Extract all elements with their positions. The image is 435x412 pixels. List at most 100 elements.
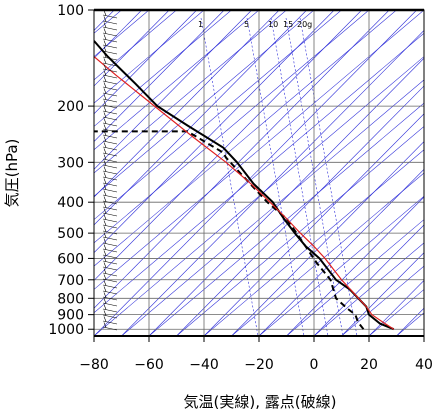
adiabat-line <box>313 242 424 336</box>
wind-barb <box>102 310 118 319</box>
wind-barb <box>102 280 118 289</box>
isotherm-line <box>94 10 335 254</box>
wind-barb <box>102 88 118 97</box>
grid <box>94 10 424 336</box>
isotherm-line <box>231 141 424 336</box>
mixing-ratio-label: 1 <box>198 20 203 29</box>
y-tick-label: 100 <box>57 3 84 19</box>
adiabat-line <box>423 335 424 336</box>
wind-barb <box>102 10 118 19</box>
isotherm-line <box>94 10 197 115</box>
mixing-ratio-line <box>285 17 344 336</box>
adiabat-line <box>94 10 232 127</box>
adiabat-line <box>148 102 424 336</box>
wind-barb <box>102 274 118 283</box>
x-axis-ticks: −80 −60 −40 −20 0 20 40 <box>79 336 433 373</box>
x-tick-label: −60 <box>134 357 164 373</box>
wind-barb <box>102 70 118 79</box>
adiabat-line <box>94 10 424 290</box>
y-tick-label: 300 <box>57 155 84 171</box>
dewpoint-line <box>94 130 365 330</box>
adiabat-line <box>94 10 177 81</box>
y-tick-label: 200 <box>57 99 84 115</box>
wind-barb <box>102 268 118 277</box>
wind-barbs <box>102 10 118 331</box>
wind-barb <box>102 52 118 61</box>
adiabat-line <box>94 10 315 197</box>
y-tick-label: 800 <box>57 291 84 307</box>
isotherm-line <box>313 224 424 336</box>
y-tick-label: 500 <box>57 226 84 242</box>
plot-area <box>94 10 424 336</box>
y-tick-label: 600 <box>57 251 84 267</box>
isotherm-line <box>203 113 424 336</box>
mixing-ratio-labels: 1 5 10 15 20g <box>198 20 312 29</box>
isotherm-line <box>148 57 424 336</box>
mixing-ratio-line <box>270 17 329 336</box>
wind-barb <box>102 232 118 241</box>
mixing-ratio-line <box>299 17 358 336</box>
x-tick-label: 0 <box>310 357 319 373</box>
mixing-ratio-line <box>246 17 305 336</box>
wind-barb <box>102 184 118 193</box>
adiabat-line <box>341 265 424 336</box>
wind-barb <box>102 262 118 271</box>
x-tick-label: 20 <box>360 357 378 373</box>
wind-barb <box>102 172 118 181</box>
wind-barb <box>102 142 118 151</box>
wind-barb <box>102 16 118 25</box>
isotherm-line <box>258 168 424 336</box>
adiabat-line <box>94 10 205 104</box>
wind-barb <box>102 238 118 247</box>
y-tick-label: 400 <box>57 195 84 211</box>
adiabat-line <box>94 10 287 174</box>
isotherm-line <box>176 85 424 336</box>
wind-barb <box>102 250 118 259</box>
wind-barb <box>102 100 118 109</box>
isotherm-line <box>94 10 417 336</box>
wind-barb <box>102 220 118 229</box>
adiabat-line <box>231 172 424 336</box>
wind-barb <box>102 166 118 175</box>
wind-barb <box>102 154 118 163</box>
adiabat-line <box>258 195 424 336</box>
wind-barb <box>102 298 118 307</box>
wind-barb <box>102 316 118 325</box>
adiabat-line <box>94 10 370 244</box>
wind-barb <box>102 214 118 223</box>
wind-barb <box>102 196 118 205</box>
parcel-line <box>94 56 395 330</box>
isotherm-line <box>396 307 424 336</box>
wind-barb <box>102 94 118 103</box>
isotherm-line <box>94 10 362 281</box>
x-tick-label: −20 <box>244 357 274 373</box>
wind-barb <box>102 82 118 91</box>
isotherm-line <box>121 30 424 336</box>
wind-barb <box>102 226 118 235</box>
wind-barb <box>102 202 118 211</box>
wind-barb <box>102 244 118 253</box>
x-axis-label: 気温(実線), 露点(破線) <box>184 393 337 411</box>
wind-barb <box>102 40 118 49</box>
skewed-isotherm-lines <box>94 10 424 336</box>
adiabat-line <box>368 289 424 336</box>
isotherm-line <box>341 252 424 336</box>
y-tick-label: 1000 <box>48 322 84 338</box>
adiabat-line <box>396 312 424 336</box>
wind-barb <box>102 28 118 37</box>
adiabat-line <box>203 149 424 336</box>
wind-barb <box>102 322 118 331</box>
mixing-ratio-line <box>200 17 259 336</box>
mixing-ratio-lines <box>200 17 358 336</box>
wind-barb <box>102 64 118 73</box>
isotherm-line <box>94 10 307 226</box>
isotherm-line <box>368 280 424 336</box>
mixing-ratio-label: 15 <box>283 20 293 29</box>
isotherm-line <box>286 196 424 336</box>
wind-barb <box>102 118 118 127</box>
series-layer <box>94 40 395 331</box>
temperature-line <box>94 40 395 331</box>
y-tick-label: 700 <box>57 273 84 289</box>
adiabat-line <box>94 10 342 220</box>
